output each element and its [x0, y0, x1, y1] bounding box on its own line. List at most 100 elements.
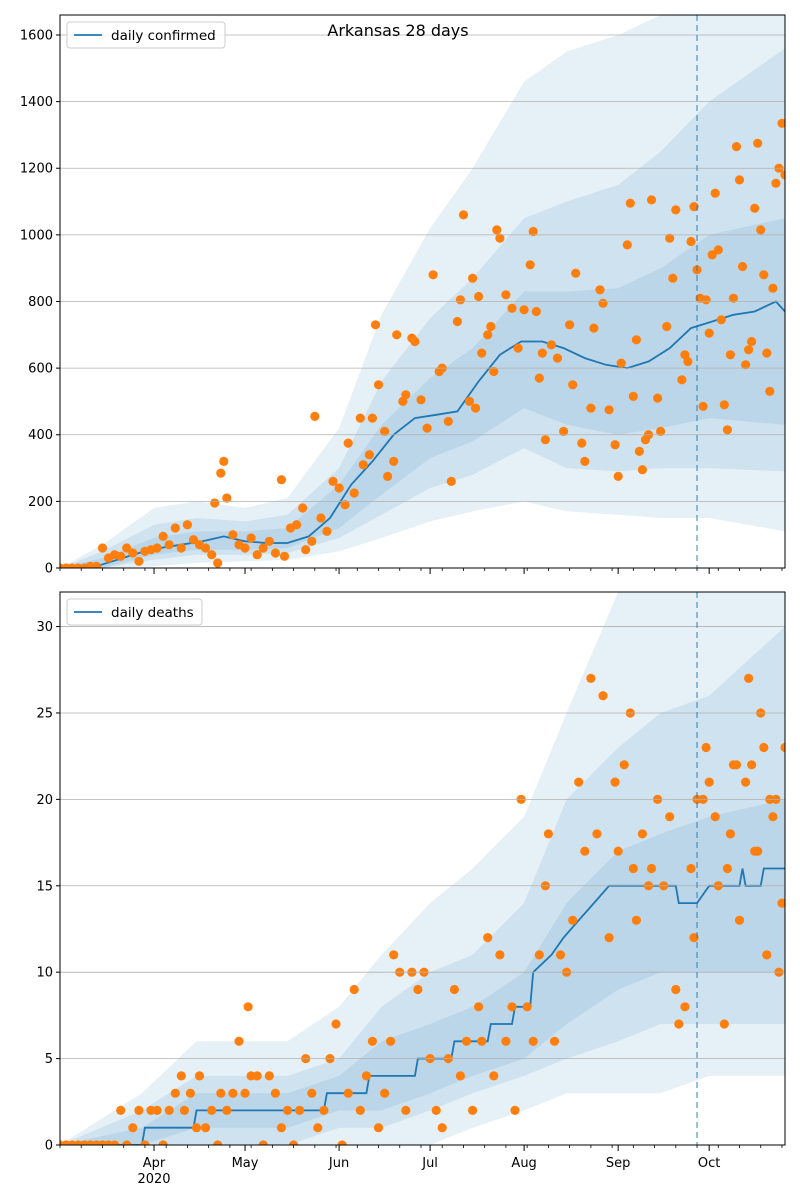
observed-point — [319, 1105, 329, 1115]
observed-point — [461, 1036, 472, 1046]
observed-point — [574, 777, 584, 787]
observed-point — [704, 328, 714, 338]
observed-point — [525, 260, 535, 270]
observed-point — [164, 540, 174, 550]
observed-point — [228, 1088, 238, 1098]
observed-point — [386, 1036, 396, 1046]
observed-point — [343, 438, 353, 448]
observed-point — [725, 350, 736, 360]
observed-point — [474, 1002, 484, 1012]
observed-point — [722, 425, 733, 435]
x-tick-sublabel: 2020 — [137, 1172, 170, 1187]
observed-point — [158, 531, 168, 542]
observed-point — [486, 321, 496, 332]
observed-point — [759, 270, 769, 280]
observed-point — [741, 360, 751, 370]
observed-point — [777, 118, 785, 128]
observed-point — [483, 330, 493, 340]
observed-point — [680, 1002, 690, 1012]
observed-point — [413, 984, 423, 995]
observed-point — [228, 530, 238, 540]
observed-point — [213, 1140, 223, 1145]
observed-point — [282, 1105, 293, 1115]
observed-point — [240, 1088, 250, 1098]
observed-point — [586, 403, 596, 413]
observed-point — [328, 476, 338, 486]
observed-point — [780, 742, 785, 753]
observed-point — [604, 933, 614, 943]
observed-point — [646, 863, 657, 874]
observed-point — [628, 391, 638, 401]
y-tick-label: 0 — [45, 562, 53, 577]
observed-point — [616, 358, 626, 368]
observed-point — [628, 863, 638, 874]
observed-point — [489, 366, 499, 377]
observed-point — [489, 1071, 499, 1081]
observed-point — [207, 1105, 217, 1115]
y-tick-label: 800 — [28, 295, 53, 310]
observed-point — [164, 1105, 174, 1115]
observed-point — [568, 380, 578, 390]
observed-point — [737, 261, 748, 272]
observed-point — [116, 551, 126, 561]
observed-point — [722, 863, 733, 874]
observed-point — [577, 438, 587, 448]
observed-point — [134, 556, 144, 566]
observed-point — [759, 742, 769, 753]
observed-point — [750, 203, 760, 213]
observed-point — [443, 416, 453, 426]
observed-point — [634, 446, 645, 456]
observed-point — [589, 323, 599, 333]
observed-point — [619, 760, 629, 770]
observed-point — [264, 536, 274, 546]
observed-point — [674, 1019, 684, 1029]
observed-point — [734, 175, 745, 185]
observed-point — [731, 142, 742, 152]
observed-point — [234, 1036, 244, 1046]
observed-point — [686, 236, 696, 247]
observed-point — [741, 777, 751, 787]
observed-point — [389, 456, 399, 466]
x-tick-label: Apr — [143, 1156, 166, 1171]
observed-point — [194, 1071, 205, 1081]
observed-point — [246, 533, 256, 543]
observed-point — [540, 435, 551, 445]
y-tick-label: 200 — [28, 495, 53, 510]
y-tick-label: 400 — [28, 428, 53, 443]
observed-point — [734, 915, 745, 925]
observed-point — [292, 520, 302, 530]
observed-point — [710, 812, 720, 822]
observed-point — [534, 373, 544, 383]
x-tick-label: May — [232, 1156, 259, 1171]
observed-point — [179, 1105, 189, 1115]
observed-point — [477, 1036, 487, 1046]
observed-point — [322, 526, 332, 537]
observed-point — [686, 863, 696, 874]
observed-point — [122, 1140, 132, 1145]
observed-point — [243, 1002, 253, 1012]
observed-point — [431, 1105, 441, 1115]
plot-area — [60, 15, 785, 568]
observed-point — [258, 543, 268, 553]
observed-point — [334, 483, 344, 493]
observed-point — [744, 345, 754, 355]
observed-point — [361, 1071, 371, 1081]
observed-point — [765, 386, 775, 396]
plot-area — [60, 592, 785, 1145]
observed-point — [507, 303, 517, 313]
observed-point — [455, 295, 465, 305]
observed-point — [677, 375, 687, 385]
observed-point — [170, 523, 180, 533]
observed-point — [216, 468, 226, 478]
observed-point — [637, 465, 648, 475]
y-tick-label: 25 — [36, 706, 53, 721]
observed-point — [301, 545, 311, 555]
observed-point — [546, 340, 557, 350]
observed-point — [762, 950, 772, 960]
observed-point — [707, 250, 717, 260]
observed-point — [753, 846, 763, 856]
observed-point — [210, 498, 220, 508]
observed-point — [383, 471, 393, 481]
observed-point — [207, 550, 217, 560]
